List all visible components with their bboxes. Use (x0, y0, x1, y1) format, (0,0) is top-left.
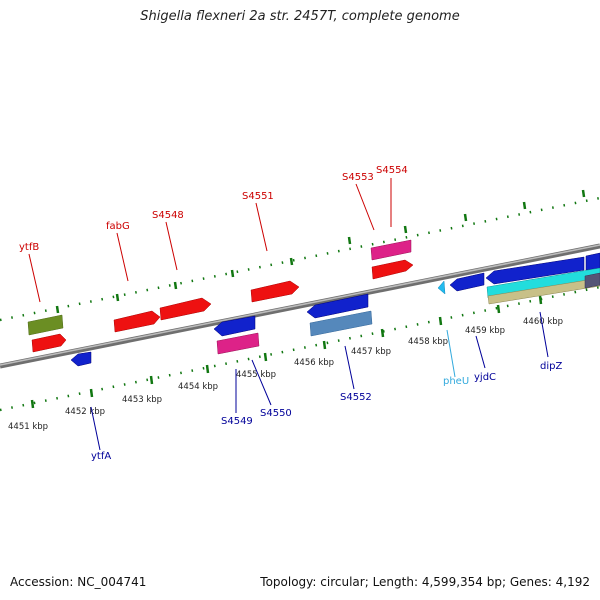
gene-label-S4553: S4553 (342, 172, 374, 183)
accession-info: Accession: NC_004741 (10, 575, 146, 589)
gene-next-blue[interactable] (585, 252, 600, 271)
gene-label-ytfB: ytfB (19, 242, 39, 253)
gene-S4553[interactable] (370, 239, 412, 261)
gene-S4551[interactable] (250, 280, 300, 303)
gene-ytfB-olive[interactable] (27, 314, 64, 336)
gene-S4552-blue[interactable] (306, 293, 369, 319)
forward-genes (27, 239, 414, 353)
gene-S4549[interactable] (213, 315, 256, 337)
gene-dipZ-cyan[interactable] (486, 267, 600, 299)
topology-label: Topology: (260, 575, 317, 589)
gene-dipZ-tan[interactable] (487, 277, 600, 305)
tick-label: 4453 kbp (122, 395, 162, 405)
bottom-leader-lines (90, 311, 549, 451)
gene-label-S4552: S4552 (340, 392, 372, 403)
gene-label-S4549: S4549 (221, 416, 253, 427)
gene-S4548[interactable] (159, 297, 212, 321)
gene-S4552[interactable] (309, 310, 373, 337)
gene-label-dipZ: dipZ (540, 361, 562, 372)
gene-S4554[interactable] (371, 259, 414, 280)
gene-ytfA[interactable] (70, 351, 92, 367)
gene-yjdC[interactable] (449, 272, 485, 292)
tick-label: 4457 kbp (351, 347, 391, 357)
tick-label: 4454 kbp (178, 382, 218, 392)
genes-label: Genes: (509, 575, 552, 589)
length-value: 4,599,354 bp (421, 575, 502, 589)
tick-label: 4458 kbp (408, 337, 448, 347)
gene-label-yjdC: yjdC (474, 372, 496, 383)
topology-value: circular (320, 575, 365, 589)
gene-label-fabG: fabG (106, 221, 130, 232)
tick-label: 4456 kbp (294, 358, 334, 368)
gene-label-S4554: S4554 (376, 165, 408, 176)
gene-ytfB[interactable] (31, 333, 67, 353)
gene-pheU[interactable] (437, 280, 446, 295)
gene-label-ytfA: ytfA (91, 451, 111, 462)
genome-stats: Topology: circular; Length: 4,599,354 bp… (260, 575, 590, 589)
length-label: Length: (372, 575, 419, 589)
genes-value: 4,192 (555, 575, 590, 589)
upper-scale (0, 196, 600, 322)
tick-label: 4452 kbp (65, 407, 105, 417)
gene-label-pheU: pheU (443, 376, 469, 387)
map-title: Shigella flexneri 2a str. 2457T, complet… (140, 9, 460, 24)
pheU-leader-line (446, 329, 456, 378)
tick-label: 4451 kbp (8, 422, 48, 432)
accession-value: NC_004741 (77, 575, 147, 589)
gene-S4550[interactable] (216, 332, 260, 355)
upper-major-ticks (55, 189, 586, 314)
gene-label-S4551: S4551 (242, 191, 274, 202)
top-leader-lines (28, 178, 392, 303)
tick-label: 4455 kbp (236, 370, 276, 380)
accession-label: Accession: (10, 575, 74, 589)
tick-label: 4459 kbp (465, 326, 505, 336)
gene-label-S4548: S4548 (152, 210, 184, 221)
tick-label: 4460 kbp (523, 317, 563, 327)
gene-dipZ[interactable] (485, 256, 585, 285)
gene-next-dark[interactable] (584, 272, 600, 289)
gene-label-S4550: S4550 (260, 408, 292, 419)
dna-backbone (0, 243, 600, 369)
lower-major-ticks (30, 295, 543, 409)
reverse-genes (70, 252, 600, 367)
gene-fabG[interactable] (113, 310, 161, 333)
